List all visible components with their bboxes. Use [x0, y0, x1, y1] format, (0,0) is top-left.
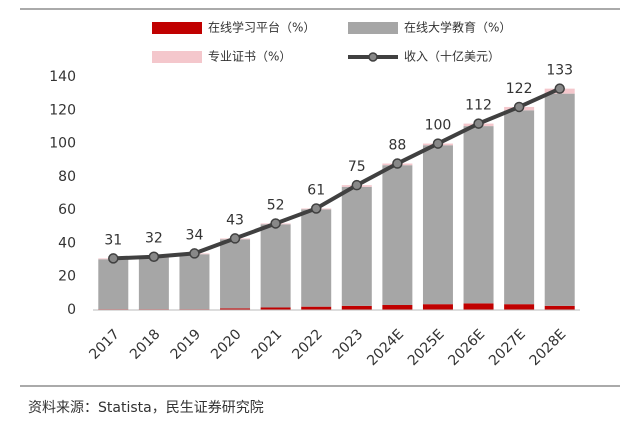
value-label: 100 — [425, 118, 452, 134]
revenue-marker — [513, 101, 525, 113]
value-label: 31 — [104, 232, 122, 248]
x-tick-label: 2025E — [405, 326, 448, 369]
value-label: 52 — [267, 197, 285, 213]
value-label: 61 — [307, 182, 325, 198]
x-tick-label: 2023 — [330, 326, 367, 363]
revenue-marker — [473, 118, 484, 129]
x-tick-label: 2024E — [364, 326, 407, 369]
value-label: 122 — [506, 81, 533, 97]
bar-segment — [422, 145, 453, 305]
x-tick-label: 2021 — [249, 326, 286, 363]
value-label: 88 — [388, 138, 406, 154]
legend-swatch — [152, 51, 202, 63]
bar-segment — [382, 305, 413, 310]
revenue-marker — [310, 203, 322, 214]
bar-segment — [220, 239, 251, 309]
legend-label: 在线学习平台（%） — [208, 20, 315, 35]
x-tick-label: 2028E — [527, 326, 570, 369]
revenue-marker — [392, 158, 403, 169]
bar-segment — [504, 110, 535, 305]
source: 资料来源：Statista，民生证券研究院 — [28, 400, 264, 416]
bar-segment — [544, 93, 575, 306]
bar-segment — [179, 254, 210, 310]
legend-swatch — [348, 22, 398, 34]
legend-label: 在线大学教育（%） — [404, 20, 511, 35]
revenue-marker — [351, 179, 363, 191]
revenue-marker — [432, 138, 444, 149]
bar-segment — [422, 304, 453, 310]
y-tick-label: 0 — [67, 302, 76, 318]
revenue-marker — [270, 218, 281, 229]
value-label: 112 — [465, 98, 492, 114]
x-tick-label: 2026E — [445, 326, 488, 369]
value-label: 75 — [348, 159, 366, 175]
legend-swatch — [152, 22, 202, 34]
bar-segment — [382, 165, 413, 306]
value-label: 34 — [186, 227, 204, 243]
legend-label: 收入（十亿美元） — [404, 49, 500, 64]
legend-marker — [368, 52, 378, 62]
bar-segment — [220, 308, 251, 310]
bar-segment — [544, 305, 575, 310]
y-tick-label: 120 — [49, 102, 76, 118]
bar-segment — [260, 224, 291, 308]
revenue-marker — [148, 251, 160, 262]
y-tick-label: 80 — [58, 169, 76, 185]
x-tick-label: 2022 — [289, 326, 326, 363]
bar-segment — [463, 126, 494, 304]
x-tick-label: 2018 — [127, 326, 164, 363]
revenue-marker — [189, 248, 200, 259]
y-tick-label: 100 — [49, 136, 76, 152]
y-tick-label: 40 — [58, 235, 76, 251]
bar-segment — [301, 209, 332, 307]
x-tick-label: 2017 — [86, 326, 123, 363]
bar-segment — [341, 186, 372, 306]
y-tick-label: 20 — [58, 269, 76, 285]
bar-segment — [301, 306, 332, 310]
y-tick-label: 60 — [58, 202, 76, 218]
x-tick-label: 2019 — [168, 326, 205, 363]
y-tick-label: 140 — [49, 69, 76, 85]
bar-segment — [463, 303, 494, 310]
revenue-marker — [229, 233, 241, 244]
revenue-line — [113, 86, 561, 261]
value-label: 32 — [145, 231, 163, 247]
x-tick-label: 2020 — [208, 326, 245, 363]
revenue-marker — [108, 253, 119, 264]
bar-segment — [341, 305, 372, 310]
legend-label: 专业证书（%） — [208, 49, 291, 64]
bar-segment — [504, 304, 535, 310]
revenue-marker — [554, 83, 565, 94]
bar-segment — [260, 307, 291, 310]
bar-segment — [138, 257, 169, 310]
value-label: 133 — [546, 63, 573, 79]
x-tick-label: 2027E — [486, 326, 529, 369]
value-label: 43 — [226, 212, 244, 228]
bar-segment — [98, 259, 129, 310]
